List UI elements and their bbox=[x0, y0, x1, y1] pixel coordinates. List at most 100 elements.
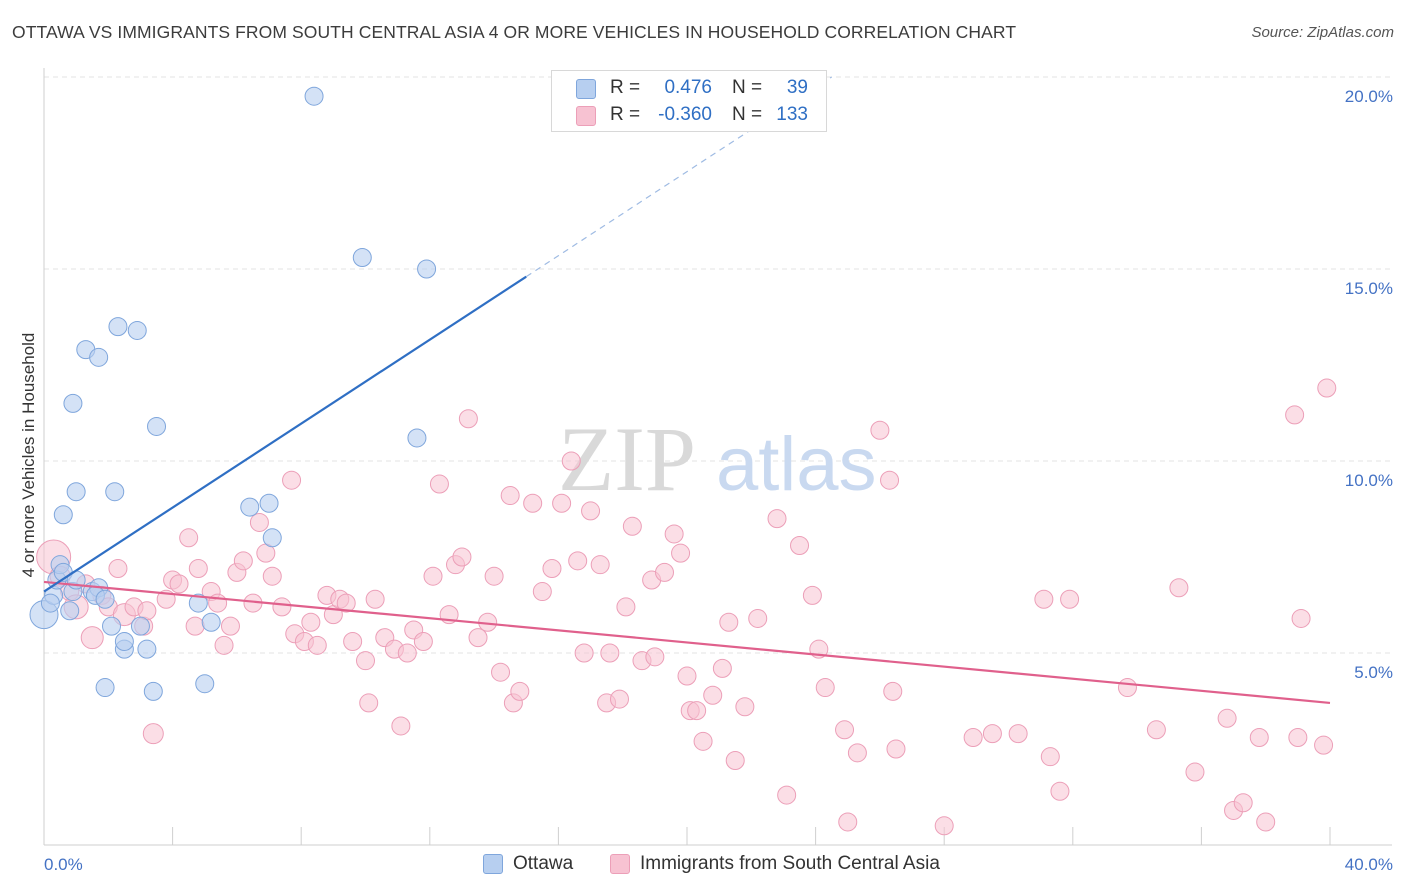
ottawa-point bbox=[114, 631, 134, 651]
ottawa-point bbox=[95, 678, 115, 698]
y-tick-label: 10.0% bbox=[1345, 471, 1393, 490]
legend-label-immigrants: Immigrants from South Central Asia bbox=[640, 853, 940, 874]
immigrants-point bbox=[214, 635, 234, 655]
legend-n-label: N = bbox=[732, 77, 763, 98]
ottawa-point bbox=[105, 482, 125, 502]
x-tick-label-max: 40.0% bbox=[1345, 855, 1393, 874]
y-tick-label: 5.0% bbox=[1354, 663, 1393, 682]
y-tick-labels: 5.0% 10.0% 15.0% 20.0% bbox=[1345, 87, 1393, 682]
ottawa-point bbox=[130, 616, 150, 636]
ottawa-point bbox=[53, 505, 73, 525]
immigrants-point bbox=[452, 547, 472, 567]
watermark-atlas: atlas bbox=[716, 422, 877, 507]
ottawa-point bbox=[102, 616, 122, 636]
immigrants-point bbox=[458, 409, 478, 429]
ottawa-point bbox=[63, 393, 83, 413]
immigrants-point bbox=[552, 493, 572, 513]
trend-lines bbox=[43, 76, 1331, 705]
immigrants-point bbox=[622, 516, 642, 536]
immigrants-point bbox=[500, 486, 520, 506]
immigrants-point bbox=[687, 701, 707, 721]
immigrants-point bbox=[179, 528, 199, 548]
immigrants-point bbox=[220, 616, 240, 636]
immigrants-point bbox=[272, 597, 292, 617]
immigrants-point bbox=[423, 566, 443, 586]
immigrants-point bbox=[359, 693, 379, 713]
immigrants-point bbox=[80, 626, 104, 650]
ottawa-point bbox=[240, 497, 260, 517]
immigrants-point bbox=[963, 727, 983, 747]
immigrants-point bbox=[982, 724, 1002, 744]
x-tick-label-min: 0.0% bbox=[44, 855, 83, 874]
immigrants-point bbox=[1233, 793, 1253, 813]
immigrants-point bbox=[1217, 708, 1237, 728]
immigrants-point bbox=[1169, 578, 1189, 598]
immigrants-point bbox=[735, 697, 755, 717]
y-axis-title: 4 or more Vehicles in Household bbox=[19, 333, 38, 578]
immigrants-point bbox=[413, 631, 433, 651]
watermark-zip: ZIP bbox=[558, 408, 696, 510]
immigrants-point bbox=[188, 559, 208, 579]
immigrants-point bbox=[777, 785, 797, 805]
immigrants-point bbox=[561, 451, 581, 471]
correlation-legend: R = 0.476 N = 39 R = -0.360 N = 133 bbox=[551, 70, 827, 132]
immigrants-point bbox=[1185, 762, 1205, 782]
immigrants-point bbox=[677, 666, 697, 686]
immigrants-point bbox=[1317, 378, 1337, 398]
legend-r-value: 0.476 bbox=[664, 77, 712, 98]
immigrants-point bbox=[343, 631, 363, 651]
ottawa-point bbox=[201, 612, 221, 632]
immigrants-point bbox=[703, 685, 723, 705]
ottawa-point bbox=[137, 639, 157, 659]
series-legend: Ottawa Immigrants from South Central Asi… bbox=[0, 852, 1406, 878]
immigrants-point bbox=[491, 662, 511, 682]
immigrants-point bbox=[307, 635, 327, 655]
ottawa-point bbox=[95, 589, 115, 609]
immigrants-point bbox=[654, 562, 674, 582]
immigrants-point bbox=[725, 751, 745, 771]
immigrants-point bbox=[542, 559, 562, 579]
immigrants-point bbox=[664, 524, 684, 544]
immigrants-point bbox=[581, 501, 601, 521]
immigrants-point bbox=[838, 812, 858, 832]
immigrants-point bbox=[523, 493, 543, 513]
immigrants-point bbox=[835, 720, 855, 740]
immigrants-point bbox=[1285, 405, 1305, 425]
immigrants-point bbox=[365, 589, 385, 609]
immigrants-point bbox=[1314, 735, 1334, 755]
immigrants-point bbox=[1256, 812, 1276, 832]
immigrants-point bbox=[1146, 720, 1166, 740]
ottawa-point bbox=[66, 482, 86, 502]
ottawa-point bbox=[40, 593, 60, 613]
immigrants-point bbox=[815, 678, 835, 698]
immigrants-point bbox=[397, 643, 417, 663]
immigrants-point bbox=[1060, 589, 1080, 609]
immigrants-point bbox=[934, 816, 954, 836]
immigrants-point bbox=[468, 628, 488, 648]
chart-title: OTTAWA VS IMMIGRANTS FROM SOUTH CENTRAL … bbox=[12, 22, 1017, 42]
legend-r-label: R = bbox=[610, 104, 641, 125]
immigrants-point bbox=[600, 643, 620, 663]
immigrants-point bbox=[1117, 678, 1137, 698]
immigrants-point bbox=[429, 474, 449, 494]
legend-r-label: R = bbox=[610, 77, 641, 98]
source-label: Source: ZipAtlas.com bbox=[1251, 24, 1394, 41]
ottawa-point bbox=[147, 416, 167, 436]
immigrants-point bbox=[590, 555, 610, 575]
immigrants-point bbox=[1291, 608, 1311, 628]
immigrants-point bbox=[802, 585, 822, 605]
ottawa-point bbox=[108, 317, 128, 337]
y-tick-label: 15.0% bbox=[1345, 279, 1393, 298]
immigrants-point bbox=[108, 559, 128, 579]
immigrants-point bbox=[574, 643, 594, 663]
immigrants-point bbox=[356, 651, 375, 671]
ottawa-trend-line bbox=[43, 275, 527, 593]
immigrants-point bbox=[249, 512, 269, 532]
immigrants-point bbox=[233, 551, 253, 571]
ottawa-point bbox=[195, 674, 215, 694]
legend-r-value: -0.360 bbox=[658, 104, 712, 125]
ottawa-swatch bbox=[483, 854, 503, 874]
immigrants-point bbox=[645, 647, 665, 667]
immigrants-point bbox=[712, 658, 732, 678]
